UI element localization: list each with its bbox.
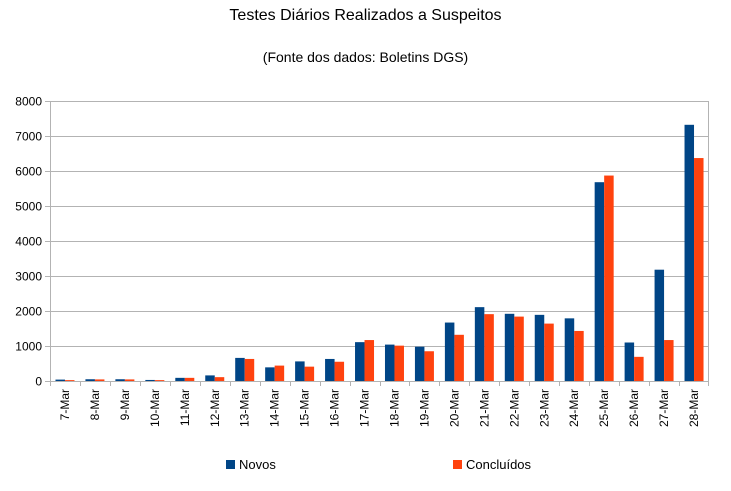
bar-novos <box>564 318 575 381</box>
bar-concluidos <box>544 323 554 381</box>
bar-novos <box>624 342 635 381</box>
bar-novos <box>295 361 305 381</box>
legend-swatch-concluidos <box>453 460 462 469</box>
bar-novos <box>175 377 185 381</box>
bar-concluidos <box>394 345 404 381</box>
y-tick-label: 3000 <box>15 270 42 284</box>
y-tick-label: 4000 <box>15 235 42 249</box>
bar-concluidos <box>574 330 584 381</box>
y-tick-label: 6000 <box>15 165 42 179</box>
chart-title: Testes Diários Realizados a Suspeitos <box>229 7 502 24</box>
bar-novos <box>85 379 95 381</box>
y-tick-label: 7000 <box>15 130 42 144</box>
bar-concluidos <box>64 380 75 381</box>
bar-concluidos <box>184 377 195 381</box>
x-tick-label: 28-Mar <box>687 389 701 427</box>
bar-concluidos <box>334 361 345 381</box>
x-tick-label: 8-Mar <box>88 389 102 420</box>
bar-novos <box>414 346 425 381</box>
bar-novos <box>684 124 695 382</box>
bar-novos <box>205 375 215 381</box>
bar-novos <box>384 344 395 381</box>
x-tick-label: 19-Mar <box>417 389 431 427</box>
y-tick-label: 1000 <box>15 340 42 354</box>
bar-concluidos <box>214 377 225 381</box>
x-tick-label: 12-Mar <box>208 389 222 427</box>
bar-novos <box>265 367 275 381</box>
bar-concluidos <box>274 365 285 381</box>
bar-novos <box>55 379 65 381</box>
bar-concluidos <box>694 158 704 381</box>
bar-concluidos <box>94 379 105 381</box>
legend-label-concluidos: Concluídos <box>466 457 532 472</box>
bar-concluidos <box>454 334 464 381</box>
legend-swatch-novos <box>226 460 235 469</box>
x-tick-label: 27-Mar <box>657 389 671 427</box>
x-tick-label: 15-Mar <box>298 389 312 427</box>
bar-concluidos <box>604 175 614 381</box>
bar-concluidos <box>154 380 165 381</box>
bar-novos <box>504 313 515 381</box>
bar-concluidos <box>514 316 524 381</box>
bar-concluidos <box>424 351 434 381</box>
x-tick-label: 26-Mar <box>627 389 641 427</box>
y-tick-label: 8000 <box>15 95 42 109</box>
bar-concluidos <box>634 356 644 381</box>
x-tick-label: 14-Mar <box>268 389 282 427</box>
bar-novos <box>115 379 125 381</box>
bar-novos <box>654 269 665 381</box>
bar-novos <box>235 357 245 381</box>
x-tick-label: 21-Mar <box>477 389 491 427</box>
bar-concluidos <box>664 340 674 381</box>
bar-novos <box>594 182 605 381</box>
bar-novos <box>355 342 365 381</box>
x-tick-label: 23-Mar <box>537 389 551 427</box>
x-tick-label: 11-Mar <box>178 389 192 426</box>
x-tick-label: 13-Mar <box>238 389 252 427</box>
x-tick-label: 9-Mar <box>118 389 132 420</box>
bar-novos <box>325 358 335 381</box>
bar-concluidos <box>484 314 494 381</box>
x-tick-label: 10-Mar <box>148 389 162 427</box>
bar-novos <box>474 307 485 381</box>
x-tick-label: 17-Mar <box>358 389 372 427</box>
bar-concluidos <box>124 379 135 381</box>
y-tick-label: 5000 <box>15 200 42 214</box>
bar-concluidos <box>364 340 375 381</box>
x-tick-label: 24-Mar <box>567 389 581 427</box>
x-tick-label: 18-Mar <box>387 389 401 427</box>
bar-novos <box>444 322 455 381</box>
x-tick-label: 22-Mar <box>507 389 521 427</box>
y-tick-label: 0 <box>35 375 42 389</box>
legend-item-concluidos: Concluídos <box>453 457 531 472</box>
chart-subtitle: (Fonte dos dados: Boletins DGS) <box>262 49 469 65</box>
plot-frame <box>50 101 709 382</box>
x-tick-label: 16-Mar <box>328 389 342 427</box>
x-tick-label: 25-Mar <box>597 389 611 427</box>
bar-concluidos <box>244 358 255 381</box>
bar-concluidos <box>304 366 315 381</box>
legend-label-novos: Novos <box>239 457 276 472</box>
y-tick-label: 2000 <box>15 305 42 319</box>
bar-novos <box>145 379 155 381</box>
legend-item-novos: Novos <box>226 457 276 472</box>
x-tick-label: 20-Mar <box>447 389 461 427</box>
bar-novos <box>534 314 545 381</box>
x-tick-label: 7-Mar <box>58 389 72 420</box>
